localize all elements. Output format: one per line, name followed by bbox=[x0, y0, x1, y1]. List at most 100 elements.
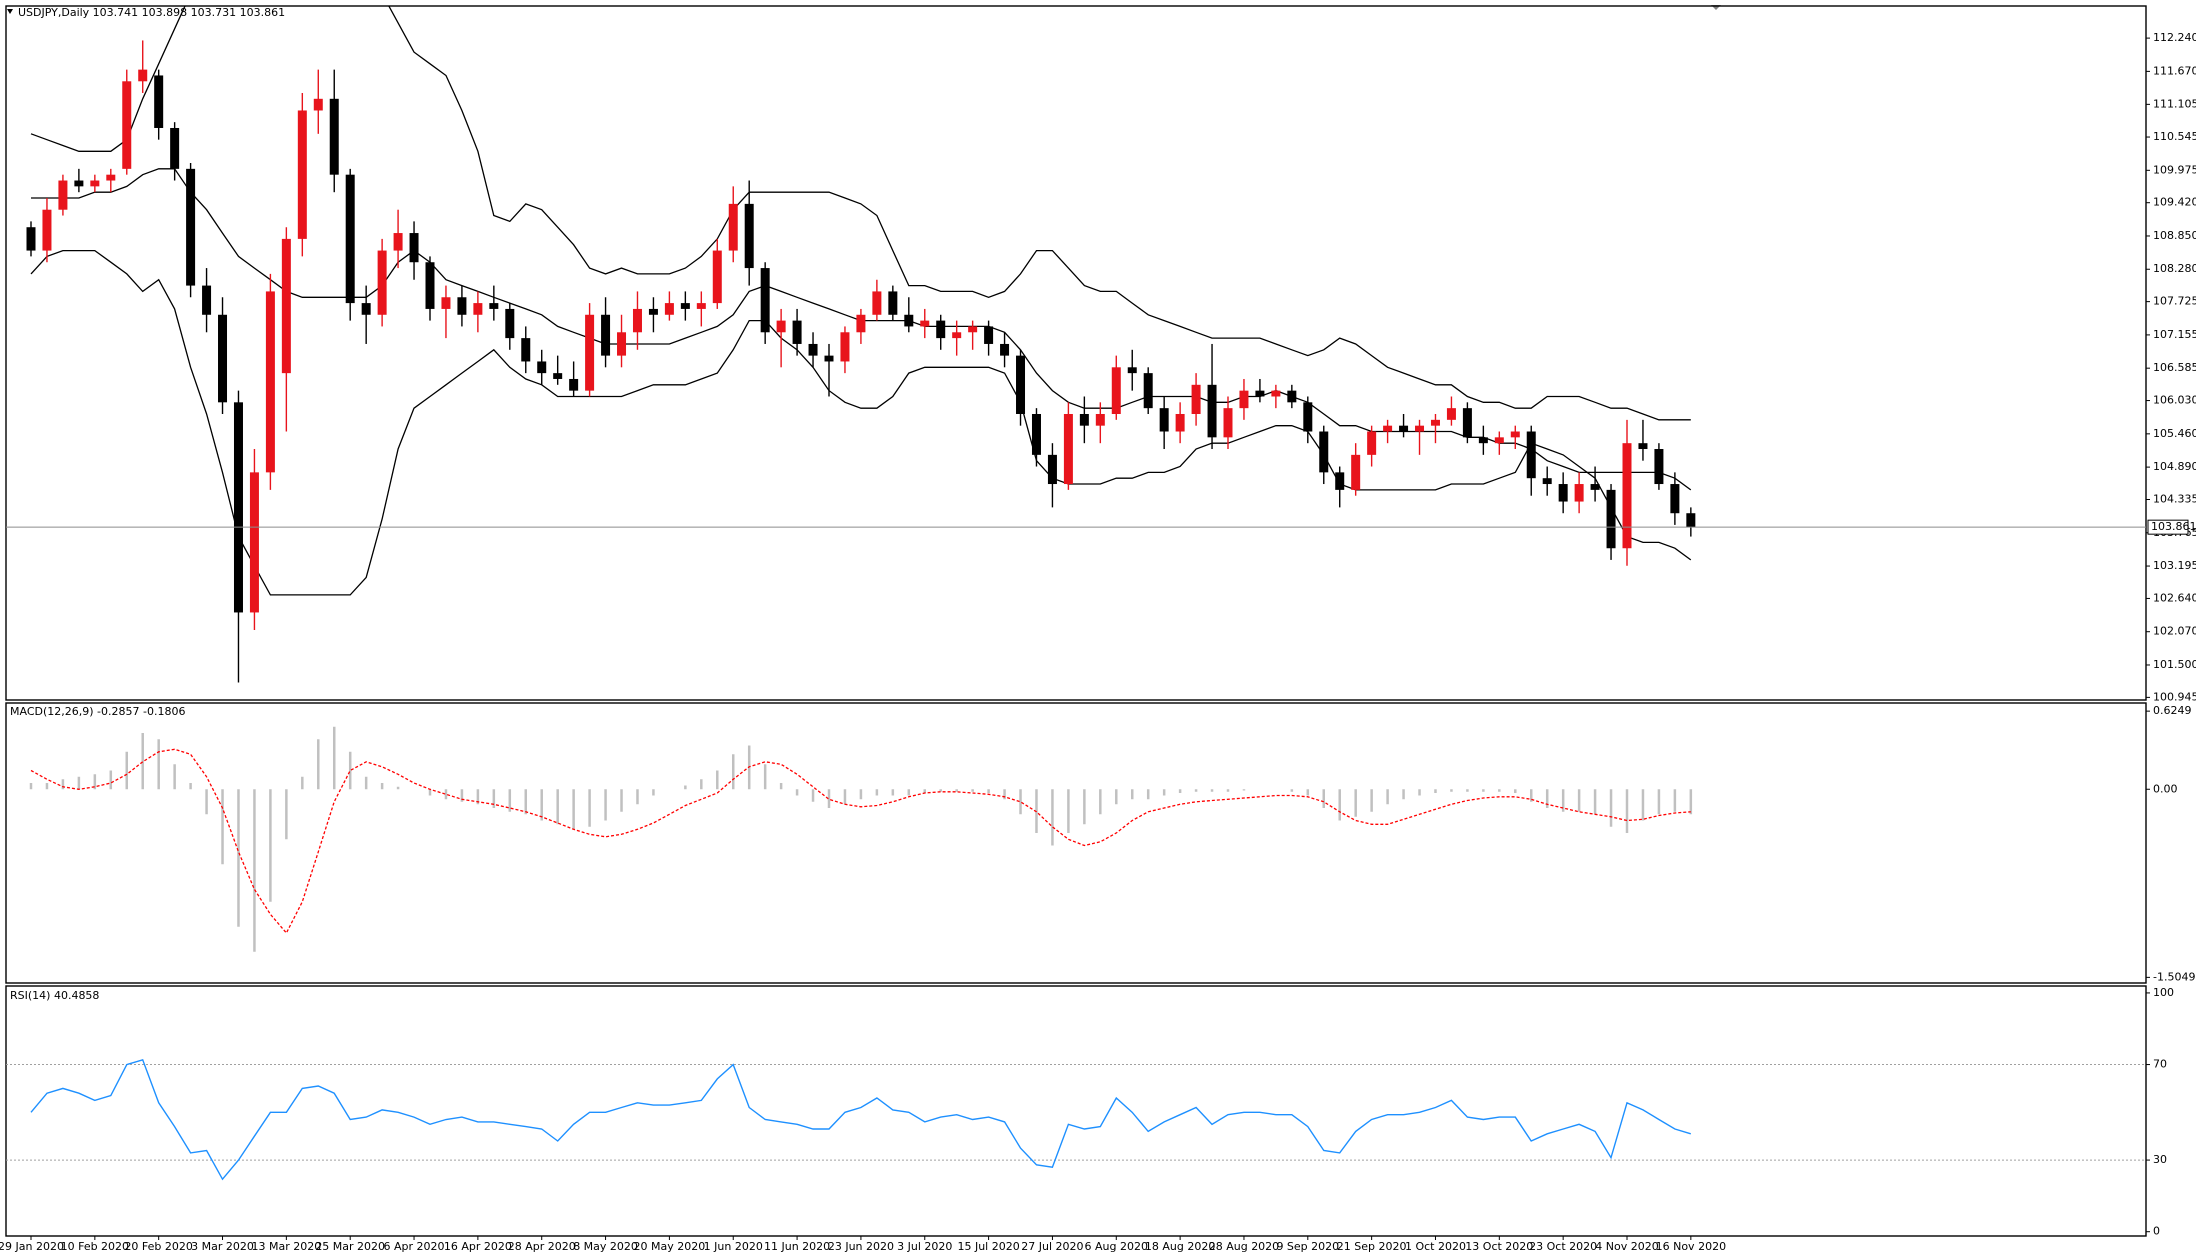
candle-body bbox=[249, 472, 259, 613]
candle-body bbox=[505, 308, 515, 339]
candle-body bbox=[42, 209, 52, 251]
last-price-label: 103.861 bbox=[2151, 520, 2196, 533]
y-tick-label: 111.105 bbox=[2153, 97, 2196, 110]
candle-body bbox=[122, 81, 132, 169]
candle-body bbox=[1079, 413, 1089, 426]
candle-body bbox=[952, 332, 962, 339]
candle-body bbox=[1430, 419, 1440, 426]
candle-body bbox=[58, 180, 68, 210]
y-tick-label: 101.500 bbox=[2153, 658, 2196, 671]
candle-body bbox=[1478, 437, 1488, 444]
candle-body bbox=[664, 303, 674, 315]
candle-body bbox=[696, 303, 706, 309]
y-tick-label: 111.670 bbox=[2153, 64, 2196, 77]
candle-body bbox=[632, 308, 642, 333]
candle-body bbox=[1143, 373, 1153, 409]
x-tick-label: 21 Sep 2020 bbox=[1337, 1240, 1407, 1253]
y-tick-label: 106.030 bbox=[2153, 394, 2196, 407]
y-tick-label: 100.945 bbox=[2153, 690, 2196, 703]
symbol-menu-arrow bbox=[7, 9, 13, 14]
candle-body bbox=[1526, 431, 1536, 479]
y-tick-label: 0.00 bbox=[2153, 782, 2178, 795]
candle-body bbox=[138, 69, 148, 82]
candle-body bbox=[1510, 431, 1520, 438]
candle-body bbox=[1095, 413, 1105, 426]
y-tick-label: 106.585 bbox=[2153, 361, 2196, 374]
candle-body bbox=[170, 127, 180, 169]
candle-body bbox=[553, 373, 563, 379]
candle-body bbox=[1063, 413, 1073, 485]
y-tick-label: 102.640 bbox=[2153, 591, 2196, 604]
candle-body bbox=[329, 98, 339, 175]
candle-body bbox=[1287, 390, 1297, 403]
rsi-line bbox=[30, 1058, 1692, 1181]
candle-body bbox=[1255, 390, 1265, 397]
candle-body bbox=[409, 233, 419, 263]
candle-body bbox=[457, 297, 467, 315]
x-tick-label: 23 Jun 2020 bbox=[828, 1240, 894, 1253]
candle-body bbox=[1239, 390, 1249, 409]
candle-body bbox=[393, 233, 403, 251]
candle-body bbox=[106, 174, 116, 181]
y-tick-label: 109.420 bbox=[2153, 196, 2196, 209]
candle-body bbox=[1558, 484, 1568, 502]
y-tick-label: 107.155 bbox=[2153, 328, 2196, 341]
candle-body bbox=[1016, 355, 1026, 414]
y-tick-label: 105.460 bbox=[2153, 427, 2196, 440]
candle-body bbox=[26, 227, 36, 251]
x-tick-label: 20 May 2020 bbox=[634, 1240, 706, 1253]
candle-body bbox=[1351, 454, 1361, 490]
candle-body bbox=[218, 314, 228, 403]
panel-frame bbox=[5, 985, 2147, 1237]
x-tick-label: 16 Nov 2020 bbox=[1656, 1240, 1726, 1253]
candle-body bbox=[361, 303, 371, 315]
candle-body bbox=[1319, 431, 1329, 473]
candle-body bbox=[1574, 484, 1584, 502]
y-tick-label: 108.280 bbox=[2153, 262, 2196, 275]
candle-body bbox=[90, 180, 100, 187]
candle-body bbox=[601, 314, 611, 356]
y-tick-label: 30 bbox=[2153, 1153, 2167, 1166]
x-tick-label: 28 Aug 2020 bbox=[1209, 1240, 1279, 1253]
candle-body bbox=[968, 326, 978, 333]
y-tick-label: -1.5049 bbox=[2153, 970, 2195, 983]
candle-body bbox=[617, 332, 627, 356]
x-tick-label: 15 Jul 2020 bbox=[957, 1240, 1019, 1253]
x-tick-label: 25 Mar 2020 bbox=[315, 1240, 385, 1253]
x-tick-label: 18 Aug 2020 bbox=[1145, 1240, 1215, 1253]
x-tick-label: 20 Feb 2020 bbox=[124, 1240, 192, 1253]
candle-body bbox=[1542, 478, 1552, 485]
candle-body bbox=[1462, 408, 1472, 438]
candle-body bbox=[585, 314, 595, 391]
candle-body bbox=[1446, 408, 1456, 420]
candle-body bbox=[1606, 489, 1616, 549]
candle-body bbox=[1303, 402, 1313, 432]
panel-plot bbox=[26, 6, 1696, 683]
candle-body bbox=[1271, 390, 1281, 397]
candle-body bbox=[856, 314, 866, 333]
candle-body bbox=[712, 250, 722, 304]
y-tick-label: 108.850 bbox=[2153, 229, 2196, 242]
y-tick-label: 0.6249 bbox=[2153, 704, 2192, 717]
candle-body bbox=[1622, 443, 1632, 549]
candle-body bbox=[537, 361, 547, 374]
candle-body bbox=[760, 268, 770, 333]
panel-frame bbox=[5, 5, 2147, 701]
candle-body bbox=[1047, 454, 1057, 485]
candle-body bbox=[1175, 413, 1185, 432]
panel-plot bbox=[29, 726, 1693, 952]
x-tick-label: 13 Oct 2020 bbox=[1465, 1240, 1533, 1253]
candle-body bbox=[1399, 425, 1409, 432]
candle-body bbox=[904, 314, 914, 327]
candle-body bbox=[984, 326, 994, 344]
candle-body bbox=[680, 303, 690, 309]
x-tick-label: 6 Apr 2020 bbox=[384, 1240, 445, 1253]
candle-body bbox=[1335, 472, 1345, 490]
candle-body bbox=[744, 203, 754, 269]
candle-body bbox=[202, 285, 212, 315]
candle-body bbox=[808, 343, 818, 356]
candle-body bbox=[1638, 443, 1648, 450]
y-tick-label: 70 bbox=[2153, 1058, 2167, 1071]
